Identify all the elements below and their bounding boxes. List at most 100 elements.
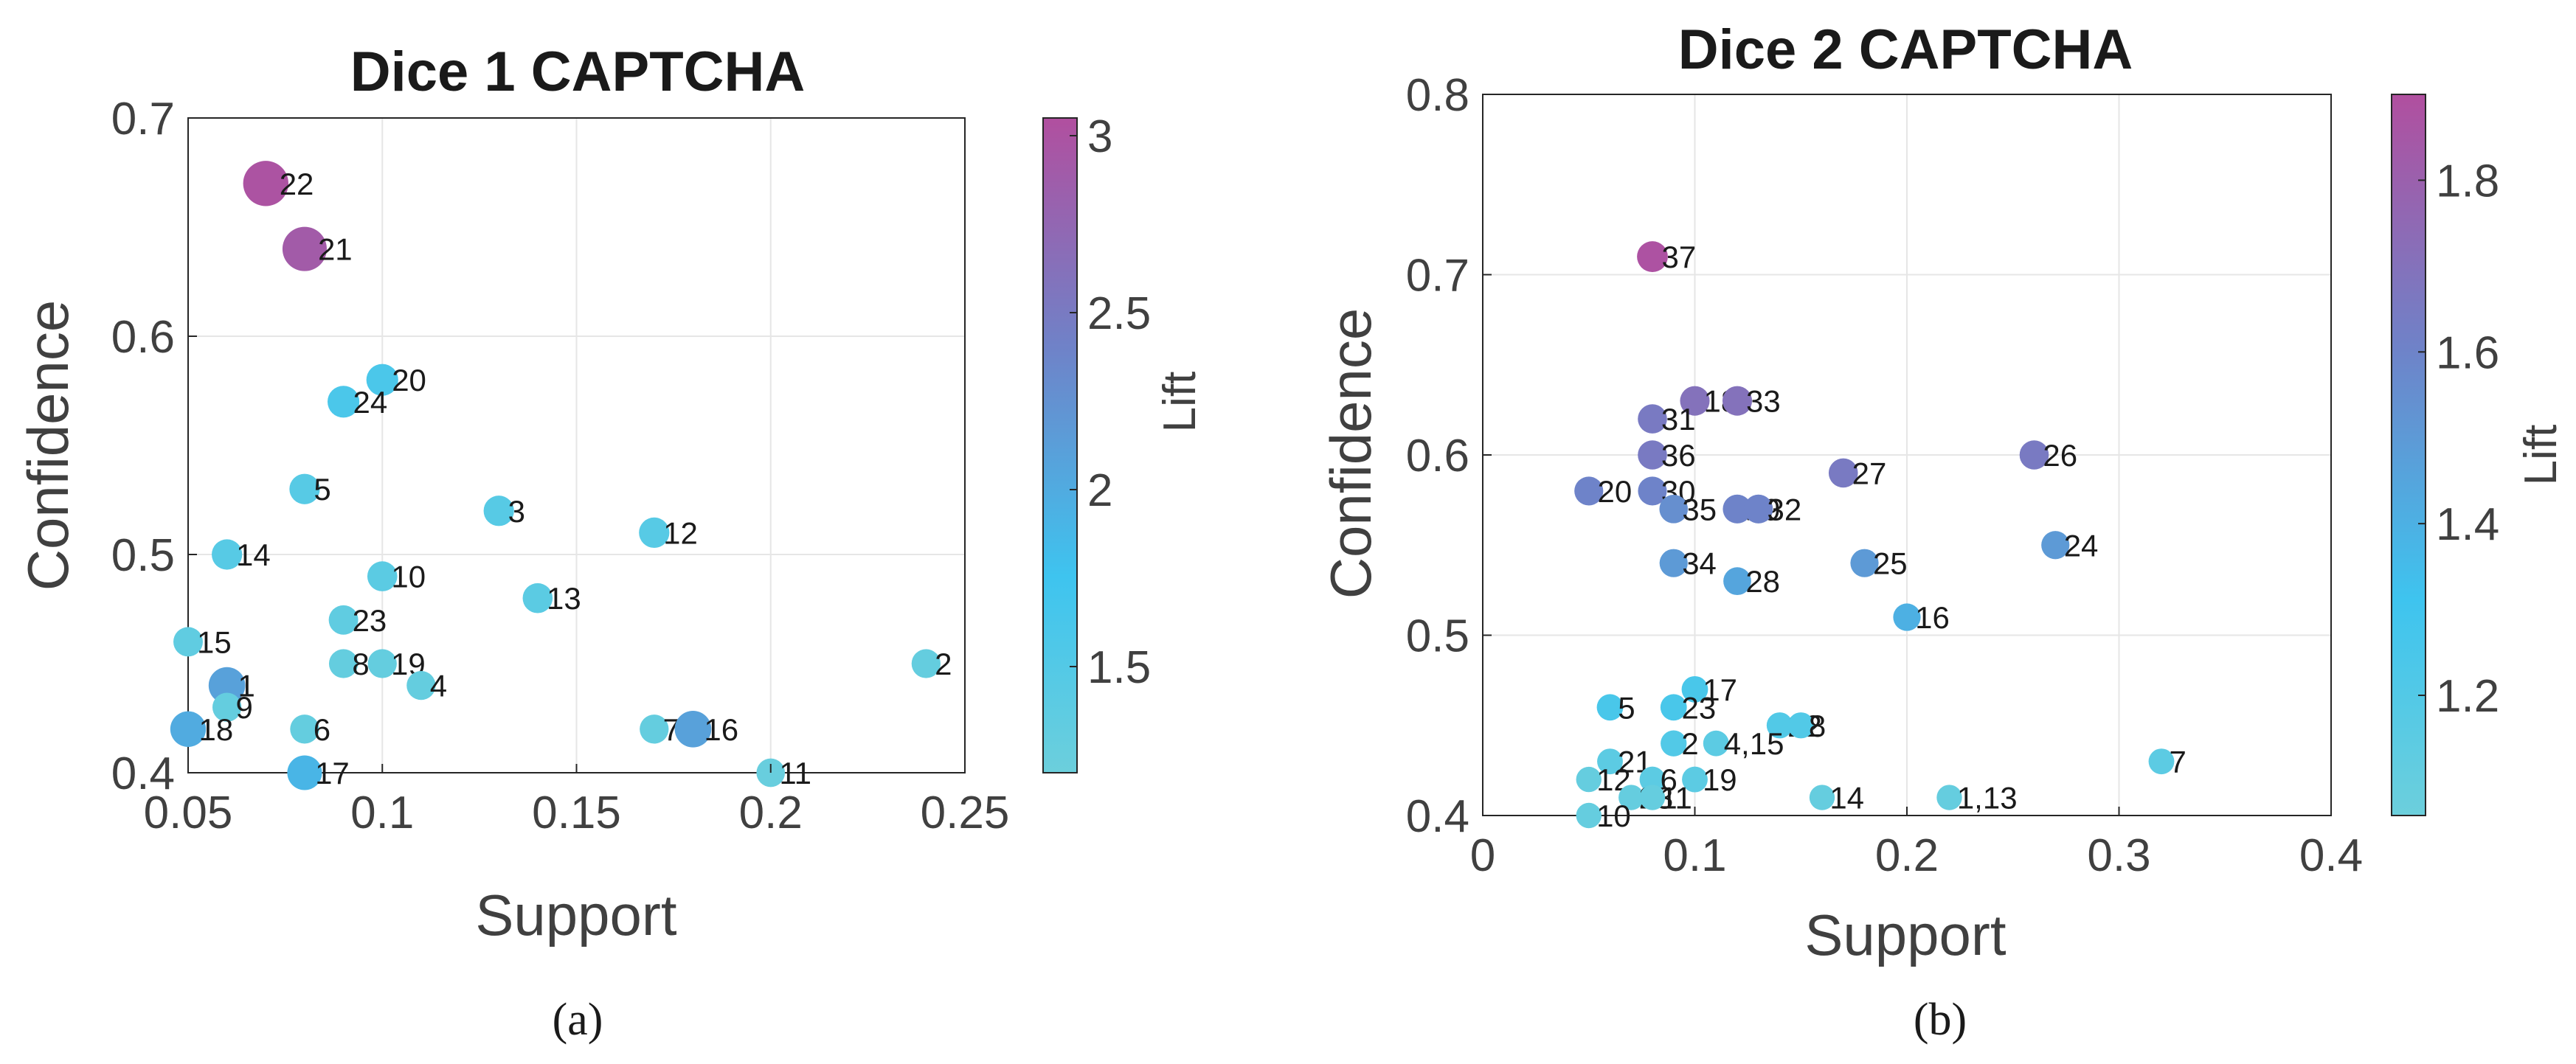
panel-b-point-label: 20 (1597, 474, 1632, 509)
panel-b-xtick-label: 0.1 (1663, 830, 1726, 881)
panel-a-point-label: 13 (547, 581, 581, 616)
panel-a-xtick-label: 0.25 (921, 787, 1010, 838)
panel-b-grid (1483, 94, 2331, 816)
panel-b-point-label: 19 (1703, 762, 1737, 797)
panel-a-point-7 (640, 714, 669, 744)
panel-a-point-label: 10 (391, 560, 426, 594)
panel-b-point-27 (1828, 458, 1858, 488)
panel-a-point-14 (212, 539, 243, 570)
panel-a-ylabel: Confidence (15, 300, 80, 591)
panel-b-point-19 (1682, 766, 1708, 793)
panel-b-xtick-label: 0.3 (2087, 830, 2150, 881)
panel-b-point-label: 33 (1746, 384, 1781, 419)
panel-b-ytick-label: 0.8 (1406, 70, 1469, 121)
panel-b-point-23 (1618, 785, 1644, 810)
panel-a-point-19 (367, 649, 397, 678)
panel-b-point-label: 7 (2169, 745, 2186, 779)
panel-b-point-label: 35 (1682, 492, 1717, 526)
panel-a-point-label: 18 (199, 712, 234, 747)
panel-a-colorbar-tick-label: 3 (1087, 111, 1112, 162)
panel-a-point-label: 22 (280, 167, 314, 201)
panel-a-ytick-label: 0.6 (111, 312, 175, 363)
panel-a-point-22 (243, 161, 288, 206)
panel-b-point-20 (1574, 476, 1604, 506)
panel-a-xtick-label: 0.05 (144, 787, 233, 838)
panel-b-point-4-15 (1703, 730, 1729, 757)
panel-b-point-label: 25 (1873, 546, 1908, 581)
panel-b-point-25 (1850, 549, 1879, 577)
panel-a-point-label: 8 (352, 647, 369, 681)
panel-a-point-13 (522, 583, 553, 613)
panel-b-yticks: 0.4 0.5 0.6 0.7 0.8 (1406, 70, 1492, 842)
panel-a-colorbar-ticks: 1.5 2 2.5 3 (1070, 111, 1151, 693)
panel-b-point-10 (1576, 802, 1602, 829)
panel-b-point-label: 8 (1809, 709, 1826, 743)
panel-b-colorbar-ticks: 1.2 1.4 1.6 1.8 (2418, 156, 2499, 722)
panel-a-point-label: 20 (392, 363, 426, 397)
panel-b-colorbar-tick-label: 1.2 (2436, 671, 2499, 722)
panel-b-xtick-label: 0 (1470, 830, 1495, 881)
panel-b-point-label: 27 (1852, 456, 1887, 490)
panel-b-xticks: 0 0.1 0.2 0.3 0.4 (1470, 807, 2363, 881)
panel-a-point-label: 14 (236, 538, 271, 572)
panel-b-point-label: 26 (2043, 438, 2077, 473)
panel-b-point-28 (1723, 567, 1751, 596)
panel-a-point-5 (289, 473, 320, 504)
panel-a-point-15 (173, 627, 203, 657)
panel-a-point-label: 12 (663, 515, 698, 550)
panel-a-ytick-label: 0.5 (111, 530, 175, 581)
panel-a-point-label: 15 (197, 625, 232, 659)
panel-a-point-23 (328, 605, 359, 635)
panel-a-xlabel: Support (475, 883, 677, 947)
panel-b-xlabel: Support (1804, 903, 2007, 967)
panel-b-ytick-label: 0.7 (1406, 251, 1469, 302)
panel-a-point-label: 5 (314, 472, 330, 507)
panel-b-colorbar-label: Lift (2516, 425, 2566, 486)
panel-a-point-10 (367, 561, 398, 591)
panel-b-point-2 (1661, 730, 1687, 757)
panel-b-point-17 (1681, 675, 1708, 703)
panel-a-colorbar-label: Lift (1154, 372, 1205, 433)
panel-b-point-label: 31 (1661, 402, 1696, 437)
panel-b-colorbar-tick-label: 1.8 (2436, 156, 2499, 206)
panel-b-point-14 (1809, 785, 1835, 810)
panel-b-point-29 (1722, 494, 1752, 524)
panel-a-point-20 (366, 364, 398, 396)
panel-b-caption: (b) (1914, 995, 1967, 1045)
panel-b-point-label: 1,13 (1957, 781, 2018, 816)
panel-a-point-label: 1 (238, 669, 255, 703)
panel-a-caption: (a) (553, 995, 603, 1045)
panel-b-point-label: 37 (1662, 240, 1697, 274)
panel-a-point-1 (208, 667, 246, 704)
panel-a-point-label: 16 (704, 712, 738, 747)
panel-a-xtick-label: 0.2 (739, 787, 803, 838)
panel-b-point-label: 23 (1681, 690, 1716, 725)
panel-b-point-16 (1893, 603, 1921, 631)
panel-b-point-label: 10 (1596, 799, 1631, 833)
panel-a-point-21 (282, 226, 327, 271)
panel-a-point-17 (287, 755, 322, 790)
panel-b-xtick-label: 0.2 (1875, 830, 1939, 881)
panel-a-point-label: 21 (318, 232, 353, 267)
panel-b-point-label: 17 (1703, 672, 1737, 707)
panel-b-point-label: 14 (1829, 781, 1864, 816)
panel-b-point-32 (1744, 494, 1773, 524)
panel-b-point-24 (2041, 531, 2070, 560)
panel-a-point-8 (328, 649, 359, 678)
panel-b-title: Dice 2 CAPTCHA (1678, 18, 2133, 81)
panel-a-ytick-label: 0.7 (111, 94, 175, 145)
panel-b-point-11 (1639, 785, 1666, 810)
panel-a-grid (188, 118, 965, 773)
panel-a-point-12 (639, 517, 670, 549)
panel-a-point-24 (328, 386, 360, 418)
panel-b-points: 3718333136262720303529322434252816175232… (1574, 240, 2187, 833)
panel-b-colorbar (2391, 94, 2426, 816)
panel-b-point-36 (1638, 440, 1667, 470)
panel-b-point-1-13 (1936, 785, 1962, 810)
panel-b-point-22 (1766, 712, 1793, 739)
panel-a-point-label: 24 (353, 385, 388, 420)
panel-a-colorbar-tick-label: 2 (1087, 465, 1112, 516)
panel-b: Dice 2 CAPTCHA 3718333136262720303529322… (1318, 18, 2566, 1045)
panel-a-xticks: 0.05 0.1 0.15 0.2 0.25 (144, 764, 1010, 838)
